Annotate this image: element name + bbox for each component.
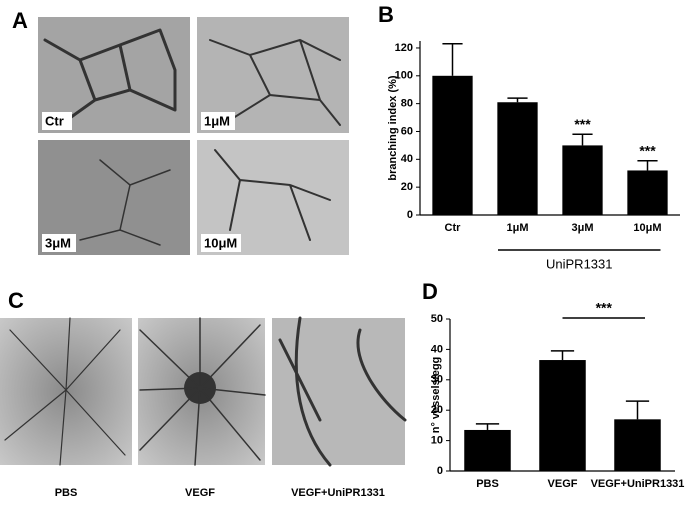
x-tick-label: 3μM [571, 222, 593, 234]
panel-label: A [12, 8, 28, 33]
x-tick-label: Ctr [445, 222, 462, 234]
panel-label: D [422, 279, 438, 304]
group-label: UniPR1331 [546, 256, 613, 271]
y-tick-label: 60 [401, 125, 413, 137]
significance-label: *** [574, 116, 591, 132]
y-tick-label: 10 [431, 435, 443, 447]
y-axis-label: branching index (%) [387, 75, 399, 180]
image-label: 10μM [204, 235, 237, 250]
y-tick-label: 120 [395, 42, 413, 54]
y-tick-label: 20 [401, 181, 413, 193]
significance-label: *** [596, 300, 613, 316]
bar [539, 360, 586, 471]
x-tick-label: 1μM [506, 222, 528, 234]
bar [614, 419, 661, 471]
bar [464, 429, 511, 471]
panel-label: C [8, 288, 24, 313]
y-tick-label: 80 [401, 98, 413, 110]
y-tick-label: 50 [431, 313, 443, 325]
y-tick-label: 100 [395, 70, 413, 82]
image-caption: PBS [55, 487, 78, 499]
y-tick-label: 0 [407, 209, 413, 221]
x-tick-label: 10μM [633, 222, 661, 234]
y-tick-label: 40 [431, 343, 443, 355]
image-label: 1μM [204, 113, 230, 128]
image-caption: VEGF [185, 487, 215, 499]
x-tick-label: VEGF [548, 478, 578, 490]
bar [497, 102, 538, 215]
x-tick-label: PBS [476, 478, 499, 490]
y-tick-label: 20 [431, 404, 443, 416]
y-tick-label: 0 [437, 465, 443, 477]
panel-label: B [378, 2, 394, 27]
y-tick-label: 40 [401, 153, 413, 165]
image-caption: VEGF+UniPR1331 [291, 487, 385, 499]
y-axis-label: n° vessels/egg [430, 357, 442, 434]
image-label: Ctr [45, 113, 64, 128]
significance-label: *** [639, 142, 656, 158]
bar [562, 145, 603, 215]
bar [432, 75, 473, 215]
y-tick-label: 30 [431, 374, 443, 386]
photo-grid-a: Ctr 1μM 3μM 10μM [38, 17, 349, 255]
x-tick-label: VEGF+UniPR1331 [591, 478, 685, 490]
photo-row-c: PBS VEGF VEGF+UniPR1331 [0, 316, 407, 499]
bar [627, 170, 668, 215]
image-label: 3μM [45, 235, 71, 250]
